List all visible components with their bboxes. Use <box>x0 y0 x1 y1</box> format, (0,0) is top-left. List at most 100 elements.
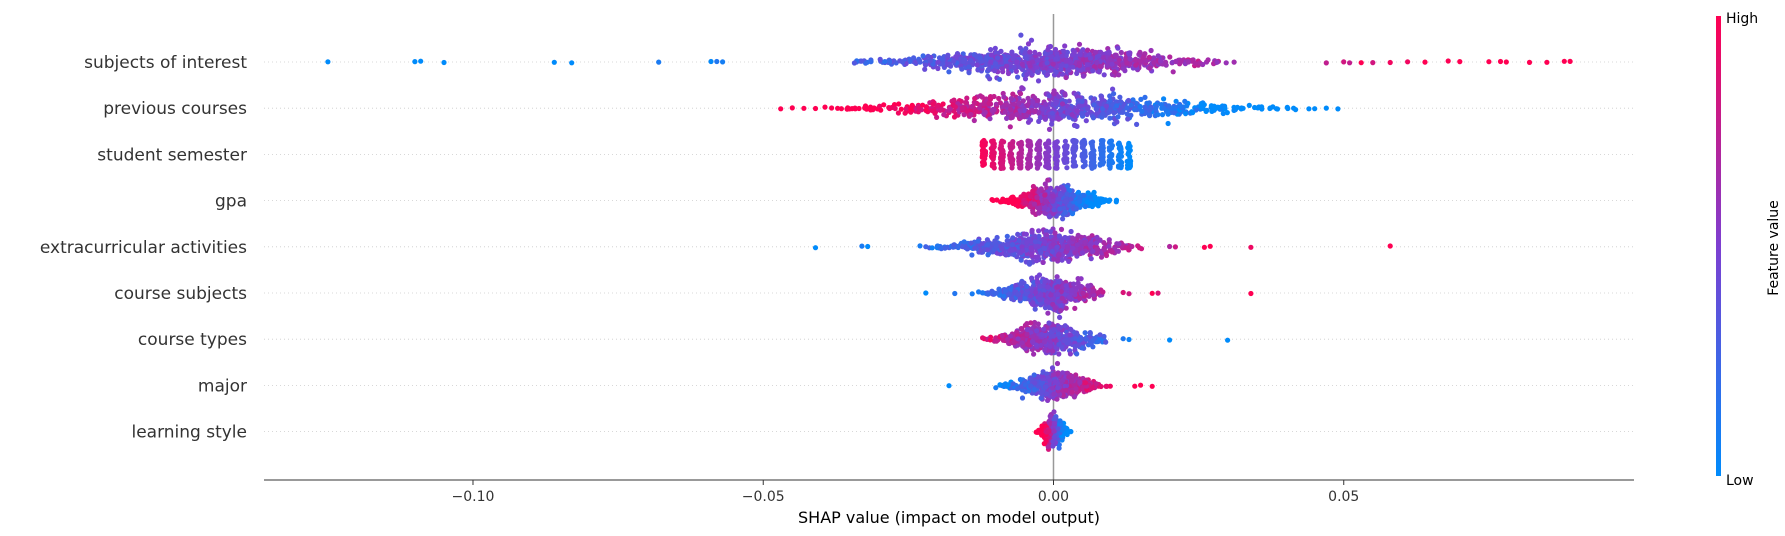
shap-point <box>1111 69 1118 75</box>
shap-point <box>968 111 974 118</box>
shap-point <box>966 70 972 76</box>
shap-point <box>1098 49 1104 55</box>
shap-point <box>1000 198 1006 204</box>
shap-point <box>1024 71 1030 78</box>
shap-point <box>1063 198 1069 204</box>
shap-point <box>1059 344 1065 350</box>
shap-point <box>551 59 557 65</box>
shap-point <box>1022 200 1029 206</box>
shap-point <box>1111 91 1117 97</box>
shap-point <box>987 337 993 343</box>
shap-point <box>1030 183 1036 190</box>
shap-point <box>1055 291 1061 297</box>
shap-point <box>1106 162 1112 168</box>
shap-point <box>1046 126 1053 132</box>
shap-point <box>1115 45 1121 51</box>
shap-point <box>1124 105 1130 111</box>
shap-point <box>1037 114 1043 121</box>
shap-point <box>1110 86 1116 92</box>
shap-point <box>1077 295 1083 302</box>
shap-point <box>969 291 975 297</box>
shap-point <box>1085 47 1091 53</box>
shap-point <box>1068 327 1074 333</box>
shap-point <box>1048 292 1054 298</box>
shap-point <box>1036 210 1042 216</box>
shap-point <box>1038 342 1044 348</box>
shap-point <box>1035 321 1041 327</box>
grid-lines <box>264 61 1634 433</box>
shap-point <box>1079 111 1085 117</box>
shap-point <box>961 112 967 118</box>
shap-point <box>835 105 841 111</box>
feature-row-points <box>325 32 1573 84</box>
shap-point <box>1135 243 1141 249</box>
feature-row-points <box>989 177 1120 222</box>
shap-point <box>1220 110 1226 117</box>
shap-point <box>1050 287 1056 293</box>
shap-point <box>1146 107 1152 113</box>
shap-point <box>1091 189 1097 195</box>
shap-point <box>1022 296 1028 302</box>
shap-point <box>1062 43 1068 49</box>
shap-point <box>961 239 967 245</box>
shap-point <box>1036 272 1043 278</box>
shap-point <box>1561 58 1567 64</box>
shap-point <box>1082 162 1088 168</box>
shap-point <box>1347 60 1353 66</box>
shap-point <box>939 56 945 62</box>
shap-point <box>1015 74 1021 80</box>
shap-point <box>972 245 978 251</box>
shap-point <box>986 100 992 106</box>
shap-point <box>1140 55 1146 61</box>
shap-point <box>1043 198 1049 205</box>
shap-point <box>989 108 996 114</box>
shap-point <box>1064 244 1070 250</box>
shap-point <box>1027 150 1033 156</box>
shap-point <box>979 154 985 160</box>
shap-point <box>1027 193 1033 199</box>
shap-point <box>1050 348 1056 354</box>
shap-point <box>1015 231 1021 237</box>
shap-point <box>1059 257 1065 263</box>
shap-point <box>878 107 884 113</box>
shap-point <box>985 291 991 297</box>
shap-point <box>1216 104 1222 110</box>
shap-point <box>920 53 926 59</box>
shap-point <box>1088 340 1094 347</box>
shap-point <box>891 102 898 108</box>
shap-point <box>1001 293 1007 299</box>
feature-row-points <box>979 137 1134 171</box>
shap-point <box>1086 287 1092 293</box>
shap-point <box>977 55 983 61</box>
shap-point <box>1025 41 1032 47</box>
shap-point <box>1038 292 1044 298</box>
shap-point <box>991 150 997 156</box>
shap-point <box>935 65 941 72</box>
shap-point <box>971 117 977 124</box>
shap-point <box>1079 98 1085 104</box>
shap-point <box>1073 206 1079 212</box>
shap-point <box>941 112 947 118</box>
shap-point <box>985 242 991 248</box>
shap-point <box>1011 101 1017 107</box>
shap-point <box>1033 342 1039 348</box>
shap-point <box>1120 109 1126 115</box>
shap-point <box>996 286 1002 292</box>
shap-point <box>1115 248 1121 254</box>
shap-point <box>1291 105 1297 111</box>
shap-point <box>1059 101 1066 107</box>
shap-point <box>1097 332 1103 338</box>
shap-point <box>1014 112 1020 118</box>
shap-point <box>1038 250 1044 256</box>
shap-point <box>1013 68 1020 74</box>
shap-point <box>1120 65 1126 71</box>
shap-point <box>1032 49 1038 56</box>
shap-point <box>1042 50 1048 57</box>
shap-point <box>1036 228 1042 234</box>
shap-point <box>1100 111 1106 117</box>
shap-point <box>1142 94 1148 100</box>
shap-point <box>1183 111 1189 117</box>
shap-point <box>1061 187 1067 193</box>
shap-point <box>1169 105 1176 111</box>
shap-point <box>916 105 922 111</box>
